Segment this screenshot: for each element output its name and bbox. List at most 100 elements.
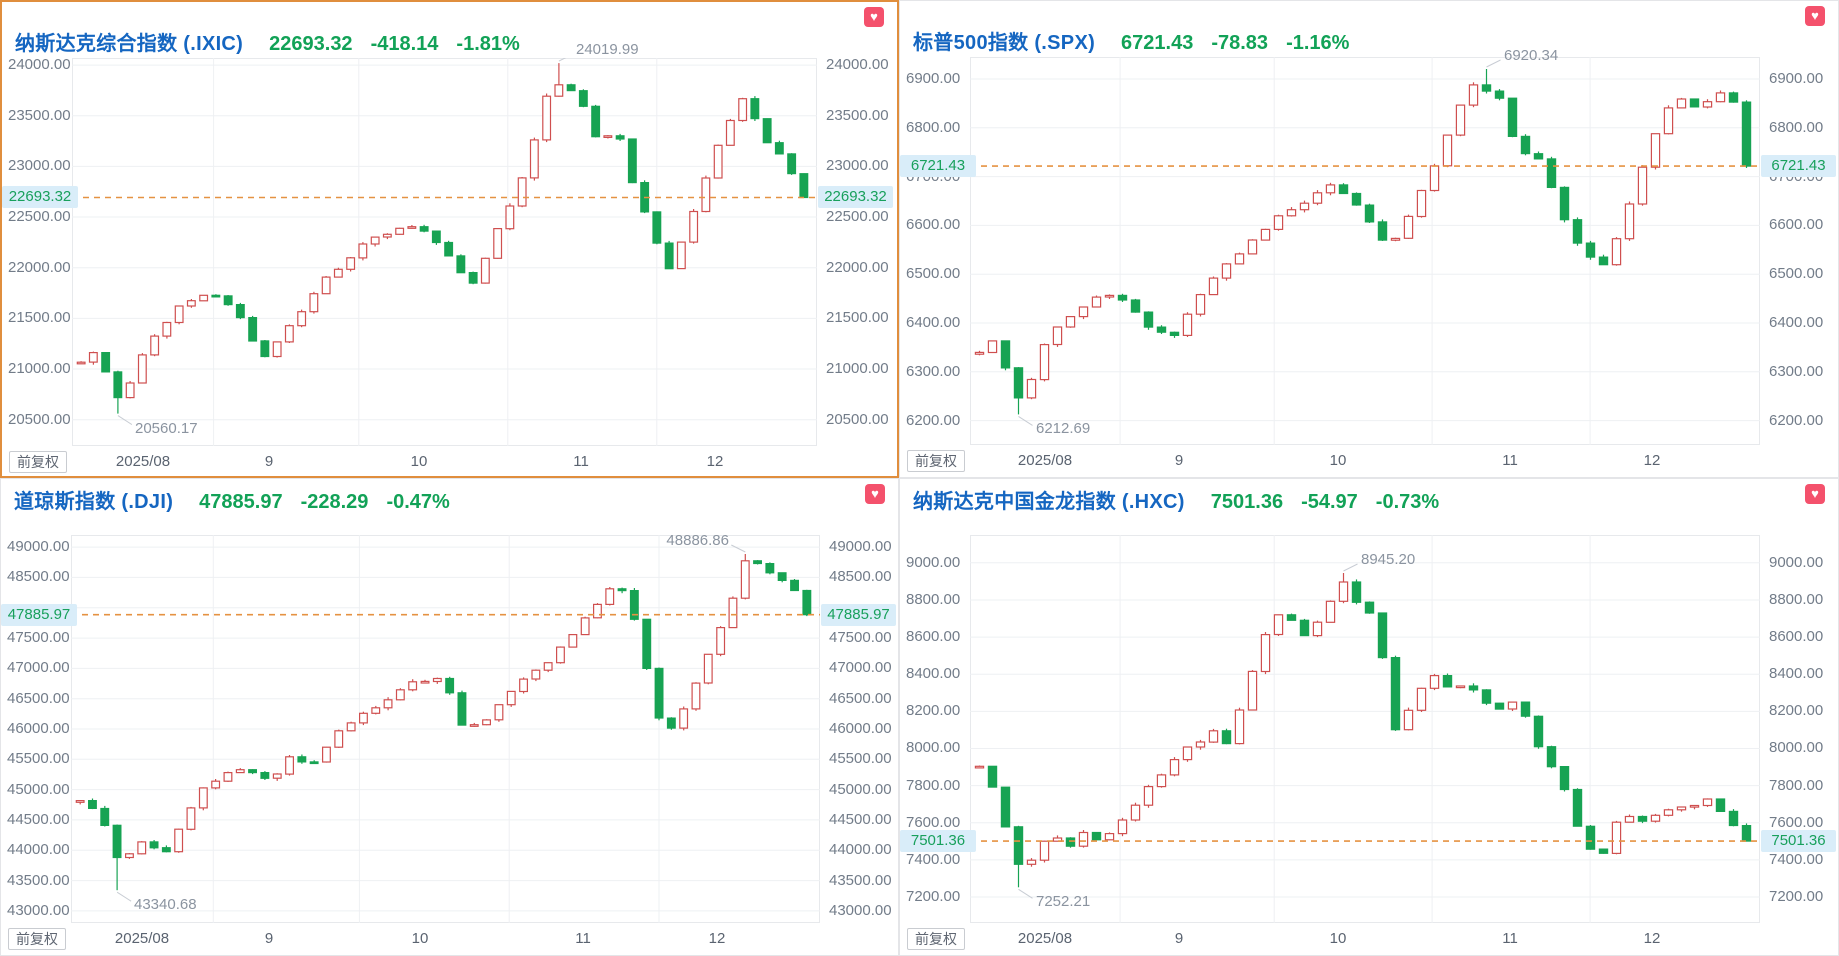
candlestick-chart[interactable]: 43000.00 43000.00 43500.00 43500.00 44000.00… [1,479,898,955]
adjust-mode-button[interactable]: 前复权 [9,451,67,473]
y-axis-label-right: 44500.00 [829,811,892,828]
y-axis-label-left: 45500.00 [7,750,70,767]
panel-china-golden-dragon[interactable]: 纳斯达克中国金龙指数 (.HXC) 7501.36 -54.97 -0.73% … [899,478,1839,956]
plot-area[interactable] [71,535,820,923]
candle-body [161,847,171,853]
candlestick-chart[interactable]: 20500.00 20500.00 21000.00 21000.00 21500.00… [2,2,897,476]
plot-area[interactable] [72,58,817,446]
candle-body [1169,759,1180,776]
y-axis-label-left: 6900.00 [906,70,961,87]
candle-body [1481,689,1492,704]
y-axis-label-right: 46000.00 [829,720,892,737]
candle-body [1013,826,1024,865]
candle-body [1741,101,1752,167]
panel-nasdaq-composite[interactable]: 纳斯达克综合指数 (.IXIC) 22693.32 -418.14 -1.81%… [0,0,899,478]
candle-body [529,139,539,179]
candle-body [1325,600,1336,623]
favorite-heart-icon[interactable]: ♥ [1805,484,1825,504]
candle-body [787,153,797,175]
candle-body [1156,774,1167,788]
adjust-mode-button[interactable]: 前复权 [907,450,965,472]
low-annotation: 43340.68 [134,896,197,913]
panel-sp500[interactable]: 标普500指数 (.SPX) 6721.43 -78.83 -1.16% ♥ 6… [899,0,1839,478]
adjust-mode-button[interactable]: 前复权 [8,928,66,950]
candle-body [248,769,257,774]
candle-body [469,724,479,727]
adjust-mode-button[interactable]: 前复权 [907,928,965,950]
last-price: 7501.36 [1210,491,1284,513]
candle-body [1143,786,1154,806]
candle-body [371,707,381,714]
candle-body [1130,804,1141,821]
y-axis-label-left: 6500.00 [906,265,961,282]
y-axis-label-right: 6800.00 [1769,119,1824,136]
candle-body [1117,294,1128,301]
candle-body [272,341,282,358]
index-name: 标普500指数 (.SPX) [913,32,1096,54]
y-axis-label-right: 7200.00 [1769,888,1824,905]
candle-body [1234,709,1245,745]
candle-body [974,351,985,355]
y-axis-label-right: 8800.00 [1769,591,1824,608]
y-axis-label-left: 6800.00 [906,119,961,136]
x-axis-label: 11 [1502,452,1518,469]
candle-body [1221,730,1232,745]
candle-body [1741,825,1752,842]
y-axis-label-right: 24000.00 [826,56,889,73]
x-axis-label: 11 [573,453,589,470]
candle-body [642,618,652,670]
plot-area[interactable] [970,57,1760,445]
candle-body [506,690,516,706]
candle-body [1533,715,1544,748]
y-axis-label-right: 7400.00 [1769,851,1824,868]
last-price: 6721.43 [1121,32,1194,54]
candle-body [88,352,98,363]
candle-body [762,118,772,144]
y-axis-label-left: 43000.00 [7,902,70,919]
y-axis-label-left: 46500.00 [7,690,70,707]
annotation-connector [116,891,132,902]
y-axis-label-right: 8600.00 [1769,628,1824,645]
y-axis-label-left: 49000.00 [7,538,70,555]
candlestick-chart[interactable]: 7200.00 7200.00 7400.00 7400.00 7600.00 7600.… [900,479,1838,955]
candle-body [728,597,738,629]
candle-body [713,144,723,179]
candle-body [580,617,590,636]
candle-body [198,787,208,809]
plot-area[interactable] [970,535,1760,923]
candle-body [1429,165,1440,192]
candle-body [1702,101,1713,108]
y-axis-label-left: 22500.00 [8,208,71,225]
candle-body [1091,831,1102,841]
candle-body [1065,837,1076,847]
candle-body [125,382,135,399]
candle-body [358,243,368,259]
candle-body [1585,242,1596,258]
candle-body [480,257,490,284]
favorite-heart-icon[interactable]: ♥ [865,484,885,504]
candle-body [1468,685,1479,691]
candlestick-chart[interactable]: 6200.00 6200.00 6300.00 6300.00 6400.00 6400.… [900,1,1838,477]
candle-body [1130,299,1141,313]
candle-body [1663,107,1674,135]
favorite-heart-icon[interactable]: ♥ [864,7,884,27]
price-change-pct: -1.81% [456,33,520,55]
panel-dow-jones[interactable]: 道琼斯指数 (.DJI) 47885.97 -228.29 -0.47% ♥ 4… [0,478,899,956]
candle-body [445,677,455,694]
low-annotation: 6212.69 [1036,420,1091,437]
candle-body [1143,311,1154,328]
candle-body [150,335,160,356]
candle-body [1546,158,1557,189]
favorite-heart-icon[interactable]: ♥ [1805,6,1825,26]
candle-body [223,772,233,782]
annotation-connector [117,415,133,426]
candle-body [1507,701,1518,710]
high-annotation: 8945.20 [1361,551,1416,568]
x-axis-label: 10 [1329,930,1347,947]
candle-body [1520,135,1531,155]
y-axis-label-left: 8000.00 [906,739,961,756]
candle-body [370,236,380,245]
candle-body [517,177,527,207]
last-price-tag-left: 7501.36 [900,830,976,852]
candle-body [468,272,478,284]
